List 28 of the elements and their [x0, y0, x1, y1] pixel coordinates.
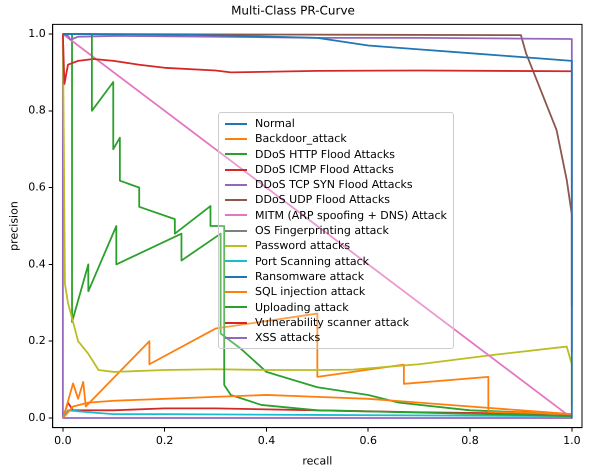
- legend-label: SQL injection attack: [255, 284, 366, 300]
- x-tick-label: 0.4: [258, 434, 276, 448]
- x-tick-label: 1.0: [563, 434, 581, 448]
- legend-label: Backdoor_attack: [255, 131, 347, 147]
- y-tick-label: 0.6: [28, 180, 46, 194]
- legend-label: Uploading attack: [255, 300, 349, 315]
- y-tick-label: 1.0: [28, 26, 46, 40]
- legend-label: Ransomware attack: [255, 268, 364, 284]
- x-tick-label: 0.6: [359, 434, 377, 448]
- legend-label: DDoS TCP SYN Flood Attacks: [255, 177, 413, 192]
- legend-label: OS Fingerprinting attack: [255, 223, 389, 238]
- chart-title: Multi-Class PR-Curve: [231, 3, 355, 18]
- legend-label: DDoS UDP Flood Attacks: [255, 192, 390, 208]
- legend-label: DDoS ICMP Flood Attacks: [255, 162, 394, 178]
- x-tick-label: 0.2: [156, 434, 174, 448]
- x-tick-label: 0.0: [54, 434, 72, 448]
- y-axis-title: precision: [7, 201, 20, 251]
- y-tick-label: 0.0: [28, 410, 46, 424]
- legend-label: Port Scanning attack: [255, 254, 370, 269]
- legend-label: Normal: [255, 116, 295, 132]
- y-tick-label: 0.4: [28, 257, 46, 270]
- y-tick-label: 0.2: [28, 334, 46, 348]
- legend-label: MITM (ARP spoofing + DNS) Attack: [255, 208, 447, 224]
- legend-label: Password attacks: [255, 238, 350, 254]
- x-tick-label: 0.8: [461, 434, 479, 448]
- x-axis-title: recall: [302, 454, 332, 468]
- legend-label: DDoS HTTP Flood Attacks: [255, 146, 395, 162]
- y-tick-label: 0.8: [28, 104, 46, 117]
